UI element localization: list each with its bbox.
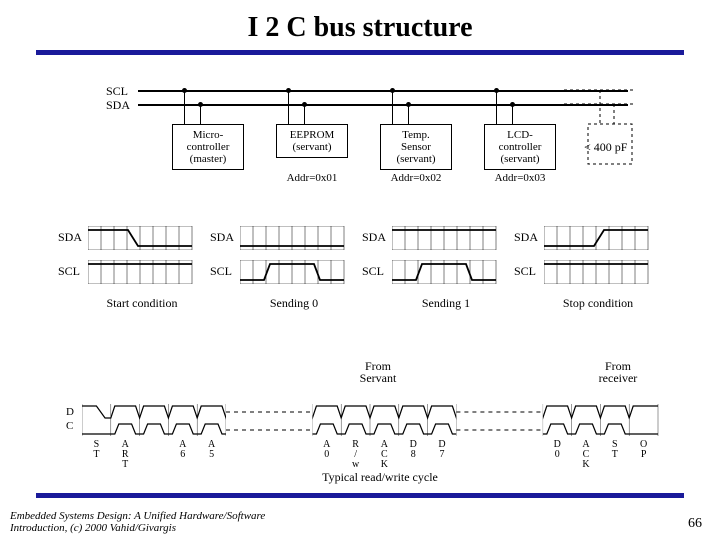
addr-eeprom: Addr=0x01 bbox=[276, 172, 348, 184]
bit-label-1: ART bbox=[117, 440, 133, 470]
wave-caption-0: Start condition bbox=[82, 296, 202, 311]
scl-label-2: SCL bbox=[362, 264, 384, 279]
bit-label-3: A6 bbox=[175, 440, 191, 460]
bit-label-19: OP bbox=[636, 440, 652, 460]
addr-temp: Addr=0x02 bbox=[380, 172, 452, 184]
bit-label-16: D0 bbox=[549, 440, 565, 460]
scl-wave-3 bbox=[544, 260, 654, 284]
page-title: I 2 C bus structure bbox=[0, 0, 720, 44]
bit-label-9: R/w bbox=[348, 440, 364, 470]
scl-label-3: SCL bbox=[514, 264, 536, 279]
scl-line bbox=[138, 90, 628, 92]
sda-line bbox=[138, 104, 628, 106]
bit-label-18: ST bbox=[607, 440, 623, 460]
timing-d-label: D bbox=[66, 406, 74, 418]
bit-label-10: ACK bbox=[376, 440, 392, 470]
sda-wave-2 bbox=[392, 226, 502, 250]
scl-label-1: SCL bbox=[210, 264, 232, 279]
timing-diagram: D C STARTA6A5A0R/wACKD8D7D0ACKSTOP Typic… bbox=[70, 404, 660, 464]
bit-label-12: D7 bbox=[434, 440, 450, 460]
footer-citation: Embedded Systems Design: A Unified Hardw… bbox=[10, 510, 310, 534]
scl-wave-1 bbox=[240, 260, 350, 284]
timing-caption: Typical read/write cycle bbox=[300, 470, 460, 485]
sda-wave-3 bbox=[544, 226, 654, 250]
from-servant-label: FromServant bbox=[318, 360, 438, 384]
wave-caption-2: Sending 1 bbox=[386, 296, 506, 311]
device-micro: Micro-controller(master) bbox=[172, 124, 244, 170]
sda-label-2: SDA bbox=[362, 230, 386, 245]
bit-label-17: ACK bbox=[578, 440, 594, 470]
bit-label-8: A0 bbox=[319, 440, 335, 460]
scl-label-0: SCL bbox=[58, 264, 80, 279]
sda-label-1: SDA bbox=[210, 230, 234, 245]
page-number: 66 bbox=[688, 516, 702, 532]
device-lcd: LCD-controller(servant) bbox=[484, 124, 556, 170]
bit-label-4: A5 bbox=[204, 440, 220, 460]
timing-wave bbox=[82, 404, 672, 440]
timing-c-label: C bbox=[66, 420, 73, 432]
sda-label: SDA bbox=[106, 98, 130, 113]
sda-wave-1 bbox=[240, 226, 350, 250]
bit-label-0: ST bbox=[88, 440, 104, 460]
footer-rule bbox=[36, 493, 684, 498]
device-temp: Temp.Sensor(servant) bbox=[380, 124, 452, 170]
scl-wave-0 bbox=[88, 260, 198, 284]
sda-wave-0 bbox=[88, 226, 198, 250]
title-rule bbox=[36, 50, 684, 55]
scl-wave-2 bbox=[392, 260, 502, 284]
bus-diagram: SCL SDA Micro-controller(master) EEPROM(… bbox=[110, 86, 650, 206]
wave-caption-3: Stop condition bbox=[538, 296, 658, 311]
sda-label-3: SDA bbox=[514, 230, 538, 245]
scl-label: SCL bbox=[106, 84, 128, 99]
from-receiver-label: Fromreceiver bbox=[558, 360, 678, 384]
extra-device-icon bbox=[564, 86, 650, 170]
wave-caption-1: Sending 0 bbox=[234, 296, 354, 311]
sda-label-0: SDA bbox=[58, 230, 82, 245]
addr-lcd: Addr=0x03 bbox=[484, 172, 556, 184]
bit-label-11: D8 bbox=[405, 440, 421, 460]
device-eeprom: EEPROM(servant) bbox=[276, 124, 348, 158]
